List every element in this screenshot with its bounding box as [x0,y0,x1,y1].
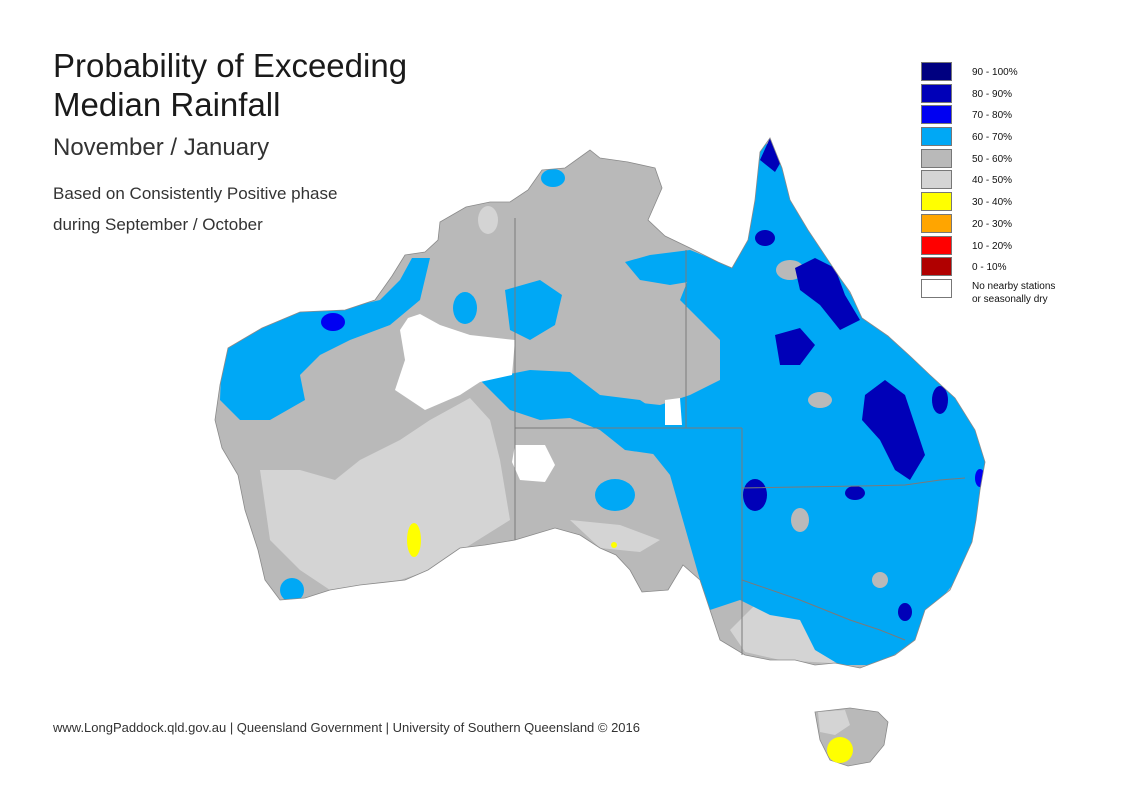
zone-60-70-sw-patch [280,578,304,602]
legend-label: 20 - 30% [972,218,1013,230]
zone-50-60-nsw-patch [872,572,888,588]
map-description: Based on Consistently Positive phase dur… [53,178,337,240]
zone-60-70-gulf [625,250,720,285]
legend-swatch [921,170,952,190]
zone-60-70-arnhem [541,169,565,187]
zone-80-90-nsw-border [743,479,767,511]
map-title: Probability of Exceeding Median Rainfall [53,46,407,124]
legend-swatch [921,235,952,255]
zone-30-40-sa [611,542,617,548]
description-line-2: during September / October [53,215,263,234]
legend-swatch [921,213,952,233]
legend-swatch [921,62,952,81]
legend-label-no-data: No nearby stations or seasonally dry [972,280,1055,306]
legend-swatch [921,105,952,125]
legend-swatch [921,278,952,298]
legend-swatch [921,83,952,103]
zone-50-60-qld-patch-2 [791,508,809,532]
zone-30-40-wa [407,523,421,557]
zone-60-70-nw-coast [220,258,430,420]
no-data-central [512,445,555,482]
zone-40-50-west [260,398,510,590]
tasmania-yellow-zone [827,737,853,763]
no-data-west [395,314,515,410]
map-subtitle: November / January [53,134,270,161]
legend-label: 80 - 90% [972,88,1013,100]
tasmania-light-zone [818,710,850,735]
zone-40-50-north [478,206,498,234]
legend-label: 40 - 50% [972,175,1013,187]
legend-label: 90 - 100% [972,67,1018,78]
legend-swatch [921,127,952,147]
zone-60-70-sa-patch [595,479,635,511]
legend-label: 30 - 40% [972,197,1013,209]
zone-80-90-cape-patch [755,230,775,246]
zone-60-70-central [480,370,690,455]
legend-label: 60 - 70% [972,132,1013,144]
zone-80-90-qld-east [862,380,925,480]
zone-80-90-qld-central [775,328,815,365]
no-data-label-line-2: or seasonally dry [972,293,1048,305]
rainfall-zones [220,138,985,665]
zone-80-90-qld-north [795,258,860,330]
zone-80-90-nsw-south [898,603,912,621]
legend-label: 10 - 20% [972,240,1013,252]
legend-swatch [921,257,952,277]
zone-80-90-se-qld [932,386,948,414]
zone-80-90-cape-york [760,138,782,172]
zone-40-50-sa [570,520,660,552]
title-line-2: Median Rainfall [53,86,281,123]
legend-swatch [921,148,952,168]
zone-60-70-wa-patch [453,292,477,324]
zone-50-60-qld-patch-3 [808,392,832,408]
zone-70-80-kimberley [321,313,345,331]
no-data-lake-eyre [665,398,682,425]
state-borders [514,218,966,655]
footer-credit: www.LongPaddock.qld.gov.au | Queensland … [53,720,640,735]
legend-swatch [921,192,952,212]
legend-label: 0 - 10% [972,262,1007,274]
description-line-1: Based on Consistently Positive phase [53,184,338,203]
no-data-label-line-1: No nearby stations [972,280,1056,292]
legend-label: 50 - 60% [972,153,1013,165]
legend-label: 70 - 80% [972,110,1013,122]
zone-60-70-nt [505,280,562,340]
title-line-1: Probability of Exceeding [53,47,408,84]
zone-80-90-nsw-patch [845,486,865,500]
